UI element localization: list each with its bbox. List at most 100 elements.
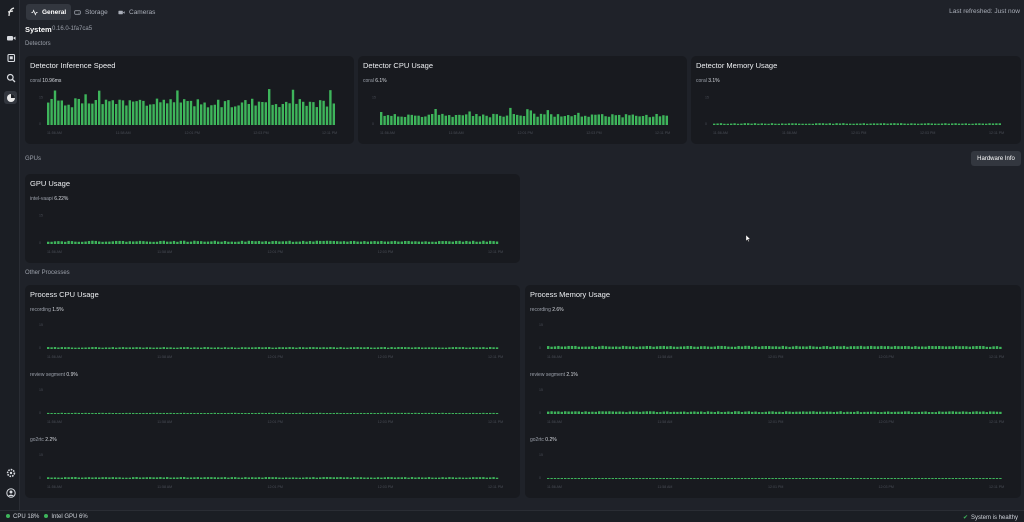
bar[interactable] [927, 345, 931, 349]
bar[interactable] [101, 412, 104, 414]
bar[interactable] [795, 478, 798, 479]
bar[interactable] [285, 477, 288, 479]
bar[interactable] [560, 411, 563, 414]
bar[interactable] [451, 347, 454, 349]
bar[interactable] [50, 98, 53, 125]
bar[interactable] [615, 478, 618, 479]
bar[interactable] [931, 346, 934, 349]
bar[interactable] [77, 241, 80, 244]
bar[interactable] [947, 123, 950, 125]
bar[interactable] [828, 123, 831, 125]
bar[interactable] [427, 114, 430, 125]
chart-icon[interactable] [4, 91, 17, 104]
bar[interactable] [550, 411, 553, 414]
bar[interactable] [111, 477, 114, 479]
bar[interactable] [832, 346, 835, 349]
bar[interactable] [853, 478, 856, 479]
bar[interactable] [295, 477, 298, 479]
bar[interactable] [968, 411, 971, 414]
bar[interactable] [91, 412, 94, 414]
bar[interactable] [754, 346, 757, 349]
bar[interactable] [696, 478, 699, 479]
bar[interactable] [298, 477, 301, 479]
bar[interactable] [873, 478, 876, 479]
bar[interactable] [461, 241, 465, 244]
bar[interactable] [750, 123, 753, 125]
bar[interactable] [455, 413, 458, 414]
bar[interactable] [87, 347, 91, 349]
bar[interactable] [771, 346, 774, 349]
bar[interactable] [825, 411, 829, 414]
bar[interactable] [995, 478, 999, 479]
bar[interactable] [465, 347, 468, 349]
bar[interactable] [206, 477, 210, 479]
bar[interactable] [577, 112, 580, 125]
bar[interactable] [944, 478, 948, 479]
bar[interactable] [431, 477, 434, 479]
bar[interactable] [118, 99, 121, 125]
bar[interactable] [870, 478, 873, 479]
bar[interactable] [70, 241, 74, 244]
bar[interactable] [349, 477, 352, 479]
bar[interactable] [965, 478, 968, 479]
bar[interactable] [390, 115, 393, 125]
bar[interactable] [451, 241, 454, 244]
bar[interactable] [795, 411, 798, 414]
bar[interactable] [115, 477, 118, 479]
bar[interactable] [910, 478, 914, 479]
bar[interactable] [577, 346, 580, 349]
bar[interactable] [785, 411, 788, 414]
bar[interactable] [240, 102, 244, 125]
bar[interactable] [281, 241, 284, 244]
search-icon[interactable] [4, 71, 17, 84]
bar[interactable] [407, 114, 410, 125]
bar[interactable] [778, 411, 781, 414]
bar[interactable] [880, 478, 883, 479]
bar[interactable] [624, 114, 628, 125]
bar[interactable] [159, 347, 162, 349]
bar[interactable] [189, 477, 193, 479]
bar[interactable] [719, 123, 723, 125]
bar[interactable] [104, 412, 108, 414]
bar[interactable] [295, 241, 298, 244]
bar[interactable] [278, 107, 281, 125]
bar[interactable] [683, 478, 686, 479]
bar[interactable] [557, 345, 560, 349]
bar[interactable] [757, 346, 761, 349]
hardware-info-button[interactable]: Hardware Info [971, 151, 1021, 166]
bar[interactable] [128, 412, 131, 414]
bar[interactable] [886, 123, 889, 125]
bar[interactable] [859, 412, 863, 414]
bar[interactable] [247, 103, 250, 125]
bar[interactable] [985, 478, 988, 479]
bar[interactable] [734, 346, 737, 349]
bar[interactable] [594, 114, 597, 125]
bar[interactable] [778, 346, 781, 349]
bar[interactable] [186, 101, 189, 125]
bar[interactable] [353, 413, 356, 414]
bar[interactable] [897, 411, 900, 414]
bar[interactable] [604, 116, 607, 125]
bar[interactable] [98, 477, 101, 479]
bar[interactable] [669, 478, 672, 479]
bar[interactable] [917, 346, 920, 349]
bar[interactable] [84, 347, 87, 349]
bar[interactable] [873, 346, 876, 349]
bar[interactable] [203, 477, 206, 479]
bar[interactable] [50, 477, 53, 479]
bar[interactable] [934, 412, 937, 414]
bar[interactable] [553, 478, 557, 479]
bar[interactable] [125, 241, 128, 244]
bar[interactable] [927, 478, 931, 479]
bar[interactable] [859, 478, 863, 479]
bar[interactable] [251, 98, 254, 125]
bar[interactable] [890, 411, 893, 414]
bar[interactable] [84, 94, 87, 125]
bar[interactable] [819, 478, 822, 479]
bar[interactable] [468, 347, 471, 349]
bar[interactable] [652, 346, 655, 349]
bar[interactable] [495, 241, 499, 244]
bar[interactable] [196, 241, 199, 244]
bar[interactable] [268, 412, 271, 414]
bar[interactable] [995, 411, 999, 414]
